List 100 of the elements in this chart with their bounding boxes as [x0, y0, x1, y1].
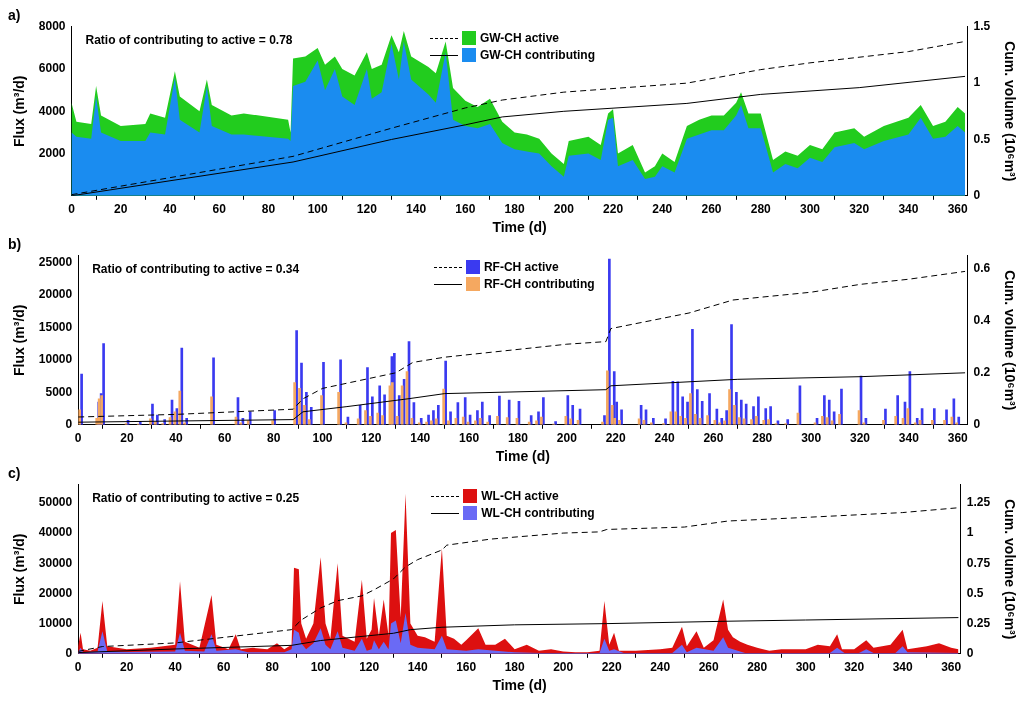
y2-axis-title: Cum. volume (10⁶m³) [1001, 41, 1018, 182]
x-tick-label: 220 [601, 660, 622, 675]
x-tick-label: 80 [265, 660, 280, 675]
annotation: Ratio of contributing to active = 0.25 [92, 491, 300, 506]
y2-tick-label: 0.6 [973, 261, 991, 276]
legend-label: RF-CH active [483, 260, 559, 275]
y2-tick-label: 1.5 [973, 19, 991, 34]
y-tick-label: 40000 [38, 525, 73, 540]
x-tick-label: 60 [216, 660, 231, 675]
x-tick-label: 280 [752, 431, 773, 446]
x-tick-label: 280 [750, 202, 772, 217]
x-tick-label: 160 [456, 660, 477, 675]
x-axis-title: Time (d) [492, 677, 547, 694]
x-tick-label: 200 [553, 660, 574, 675]
x-tick-label: 280 [747, 660, 768, 675]
y-tick-label: 4000 [38, 103, 66, 118]
chart-title: c) [8, 465, 21, 482]
x-tick-label: 60 [212, 202, 227, 217]
x-tick-label: 260 [703, 431, 724, 446]
y2-tick-label: 0.5 [973, 131, 991, 146]
y-tick-label: 25000 [38, 254, 73, 269]
x-tick-label: 140 [410, 431, 431, 446]
x-tick-label: 200 [553, 202, 575, 217]
y2-tick-label: 0.4 [973, 313, 991, 328]
x-tick-label: 200 [556, 431, 578, 446]
x-tick-label: 20 [119, 660, 134, 675]
chart-title: b) [8, 236, 22, 253]
x-tick-label: 40 [168, 660, 183, 675]
y-tick-label: 8000 [38, 19, 66, 34]
y-tick-label: 20000 [38, 287, 73, 302]
x-tick-label: 300 [799, 202, 821, 217]
y2-tick-label: 0.2 [973, 365, 991, 380]
x-tick-label: 120 [361, 431, 382, 446]
y-tick-label: 30000 [38, 555, 73, 570]
x-tick-label: 180 [504, 660, 525, 675]
y-tick-label: 0 [65, 417, 73, 432]
y-tick-label: 10000 [38, 352, 73, 367]
y2-tick-label: 0.5 [966, 585, 984, 600]
y2-tick-label: 0 [966, 646, 974, 661]
legend-label: GW-CH contributing [479, 48, 595, 63]
x-tick-label: 20 [120, 431, 135, 446]
y-axis-title: Flux (m³/d) [11, 533, 28, 606]
x-tick-label: 120 [359, 660, 380, 675]
x-tick-label: 340 [898, 202, 919, 217]
legend-label: WL-CH contributing [481, 506, 595, 521]
x-tick-label: 20 [114, 202, 128, 217]
x-tick-label: 340 [892, 660, 913, 675]
legend-label: WL-CH active [481, 489, 559, 504]
x-tick-label: 80 [261, 202, 276, 217]
x-tick-label: 240 [654, 431, 675, 446]
y-tick-label: 50000 [38, 495, 73, 510]
x-tick-label: 100 [307, 202, 328, 217]
y2-tick-label: 0.25 [966, 615, 991, 630]
y-tick-label: 20000 [38, 585, 73, 600]
y-axis-title: Flux (m³/d) [11, 75, 28, 148]
y2-axis-title: Cum. volume (10⁶m³) [1001, 270, 1018, 411]
x-tick-label: 180 [507, 431, 529, 446]
x-tick-label: 240 [650, 660, 671, 675]
x-tick-label: 360 [947, 202, 968, 217]
x-axis-title: Time (d) [495, 448, 550, 465]
x-tick-label: 40 [169, 431, 183, 446]
x-tick-label: 160 [459, 431, 480, 446]
legend-label: RF-CH contributing [483, 277, 595, 292]
x-tick-label: 120 [356, 202, 378, 217]
y-tick-label: 0 [65, 646, 73, 661]
x-tick-label: 140 [406, 202, 427, 217]
x-axis-title: Time (d) [492, 219, 547, 236]
x-tick-label: 340 [898, 431, 920, 446]
x-tick-label: 260 [698, 660, 719, 675]
x-tick-label: 300 [795, 660, 816, 675]
y-tick-label: 15000 [38, 319, 73, 334]
x-tick-label: 360 [947, 431, 969, 446]
x-tick-label: 320 [844, 660, 865, 675]
annotation: Ratio of contributing to active = 0.78 [85, 33, 293, 48]
x-tick-label: 180 [504, 202, 525, 217]
y2-tick-label: 1.25 [966, 495, 991, 510]
x-tick-label: 40 [163, 202, 177, 217]
x-tick-label: 360 [941, 660, 962, 675]
x-tick-label: 320 [850, 431, 871, 446]
y2-tick-label: 0.75 [966, 555, 991, 570]
y-tick-label: 10000 [38, 615, 73, 630]
x-tick-label: 80 [266, 431, 281, 446]
x-tick-label: 100 [312, 431, 333, 446]
y-tick-label: 6000 [38, 61, 66, 76]
x-tick-label: 320 [849, 202, 870, 217]
x-tick-label: 240 [652, 202, 673, 217]
y-tick-label: 2000 [38, 145, 66, 160]
x-tick-label: 160 [455, 202, 476, 217]
x-tick-label: 100 [310, 660, 331, 675]
y-tick-label: 5000 [45, 384, 73, 399]
x-tick-label: 260 [701, 202, 722, 217]
y2-tick-label: 1 [966, 525, 974, 540]
chart-title: a) [8, 7, 21, 24]
annotation: Ratio of contributing to active = 0.34 [92, 262, 300, 277]
y2-axis-title: Cum. volume (10⁶m³) [1001, 499, 1018, 640]
x-tick-label: 60 [218, 431, 232, 446]
y-axis-title: Flux (m³/d) [11, 304, 28, 377]
y2-tick-label: 0 [973, 417, 981, 432]
y2-tick-label: 1 [973, 75, 981, 90]
y2-tick-label: 0 [973, 188, 981, 203]
